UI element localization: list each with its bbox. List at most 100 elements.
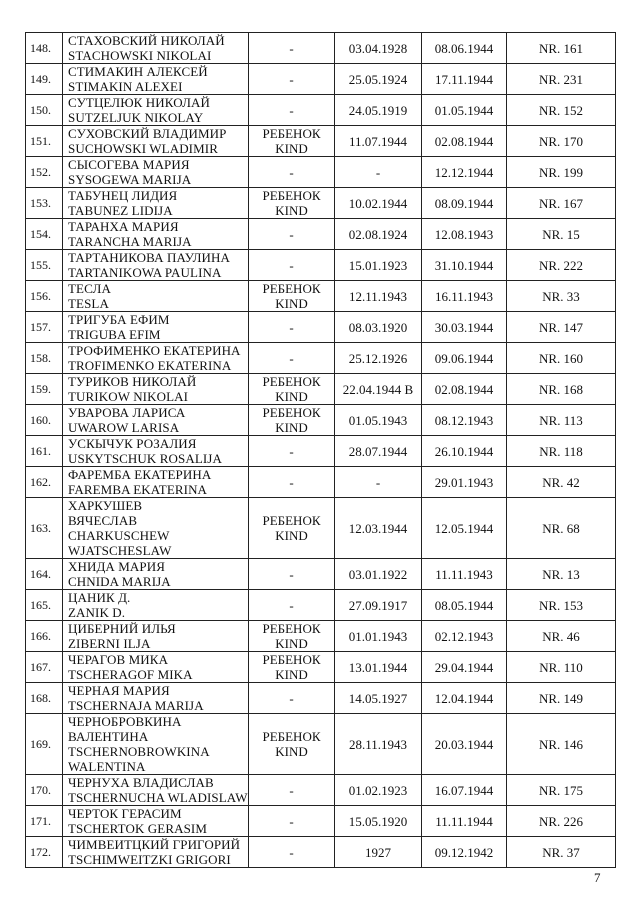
person-name: ТРИГУБА ЕФИМ TRIGUBA EFIM	[62, 311, 249, 343]
grave-number: NR. 46	[506, 620, 616, 652]
birth-date: 01.02.1923	[334, 774, 422, 806]
table-row: 172. ЧИМВЕИТЦКИЙ ГРИГОРИЙ TSCHIMWEITZKI GR…	[25, 836, 616, 868]
table-row: 164. ХНИДА МАРИЯ CHNIDA MARIJA -03.01.1922 1…	[25, 558, 616, 590]
row-number: 164.	[25, 558, 63, 590]
text-line: KIND	[275, 667, 308, 682]
status: РЕБЕНОК KIND	[248, 651, 335, 683]
text-line: ЧЕРТОК ГЕРАСИМ	[68, 806, 182, 822]
text-line: РЕБЕНОК	[262, 281, 321, 297]
text-line: УВАРОВА ЛАРИСА	[68, 405, 186, 421]
text-line: РЕБЕНОК	[262, 513, 321, 528]
text-line: ЧЕРНУХА ВЛАДИСЛАВ	[68, 775, 214, 791]
text-line: РЕБЕНОК	[262, 374, 321, 390]
text-line: ТРОФИМЕНКО ЕКАТЕРИНА	[68, 343, 241, 359]
text-line: ТАРАНХА МАРИЯ	[68, 219, 179, 235]
status: РЕБЕНОК KIND	[248, 280, 335, 312]
grave-number: NR. 68	[506, 497, 616, 559]
birth-date: 25.05.1924	[334, 63, 422, 95]
death-date: 29.04.1944	[421, 651, 507, 683]
status: -	[248, 589, 335, 621]
text-line: KIND	[275, 203, 308, 218]
text-line: СУХОВСКИЙ ВЛАДИМИР	[68, 126, 227, 142]
status: РЕБЕНОК KIND	[248, 713, 335, 775]
person-name: СТИМАКИН АЛЕКСЕЙ STIMAKIN ALEXEI	[62, 63, 249, 95]
row-number: 150.	[25, 94, 63, 126]
birth-date: 27.09.1917	[334, 589, 422, 621]
text-line: ВАЛЕНТИНА	[68, 729, 149, 744]
table-row: 166. ЦИБЕРНИЙ ИЛЬЯ ZIBERNI ILJA РЕБЕНОК KIND…	[25, 620, 616, 652]
grave-number: NR. 42	[506, 466, 616, 498]
text-line: TABUNEZ LIDIJA	[68, 203, 173, 218]
birth-date: 12.11.1943	[334, 280, 422, 312]
status: РЕБЕНОК KIND	[248, 187, 335, 219]
birth-date: 01.05.1943	[334, 404, 422, 436]
person-name: ТЕСЛА TESLA	[62, 280, 249, 312]
table-row: 160. УВАРОВА ЛАРИСА UWAROW LARISA РЕБЕНОК KI…	[25, 404, 616, 436]
status: РЕБЕНОК KIND	[248, 373, 335, 405]
grave-number: NR. 13	[506, 558, 616, 590]
grave-number: NR. 160	[506, 342, 616, 374]
person-name: ЦАНИК Д. ZANIK D.	[62, 589, 249, 621]
text-line: ХНИДА МАРИЯ	[68, 559, 166, 575]
grave-number: NR. 226	[506, 805, 616, 837]
grave-number: NR. 113	[506, 404, 616, 436]
status: -	[248, 94, 335, 126]
text-line: ЧЕРНОБРОВКИНА	[68, 714, 182, 730]
text-line: CHARKUSCHEW	[68, 528, 170, 543]
birth-date: 15.05.1920	[334, 805, 422, 837]
death-date: 20.03.1944	[421, 713, 507, 775]
grave-number: NR. 168	[506, 373, 616, 405]
text-line: ЦАНИК Д.	[68, 590, 131, 606]
death-date: 08.05.1944	[421, 589, 507, 621]
person-name: ЧЕРНАЯ МАРИЯ TSCHERNAJA MARIJA	[62, 682, 249, 714]
person-name: ТРОФИМЕНКО ЕКАТЕРИНА TROFIMENKO EKATERINA	[62, 342, 249, 374]
table-row: 162. ФАРЕМБА ЕКАТЕРИНА FAREMBA EKATERINA - -…	[25, 466, 616, 498]
text-line: TSCHERNAJA MARIJA	[68, 698, 204, 713]
row-number: 161.	[25, 435, 63, 467]
birth-date: 22.04.1944 В	[334, 373, 422, 405]
death-date: 01.05.1944	[421, 94, 507, 126]
death-date: 08.12.1943	[421, 404, 507, 436]
text-line: СТАХОВСКИЙ НИКОЛАЙ	[68, 33, 225, 49]
birth-date: 11.07.1944	[334, 125, 422, 157]
records-table: 148. СТАХОВСКИЙ НИКОЛАЙ STACHOWSKI NIKOLAI…	[25, 32, 616, 868]
person-name: СТАХОВСКИЙ НИКОЛАЙ STACHOWSKI NIKOLAI	[62, 32, 249, 64]
death-date: 09.12.1942	[421, 836, 507, 868]
death-date: 12.12.1944	[421, 156, 507, 188]
death-date: 02.08.1944	[421, 373, 507, 405]
status: -	[248, 466, 335, 498]
status: -	[248, 63, 335, 95]
row-number: 154.	[25, 218, 63, 250]
birth-date: -	[334, 156, 422, 188]
row-number: 158.	[25, 342, 63, 374]
birth-date: 10.02.1944	[334, 187, 422, 219]
text-line: ЧЕРАГОВ МИКА	[68, 652, 169, 668]
person-name: ЦИБЕРНИЙ ИЛЬЯ ZIBERNI ILJA	[62, 620, 249, 652]
text-line: WALENTINA	[68, 759, 146, 774]
grave-number: NR. 110	[506, 651, 616, 683]
table-row: 155. ТАРТАНИКОВА ПАУЛИНА TARTANIKOWA PAULI…	[25, 249, 616, 281]
text-line: KIND	[275, 141, 308, 156]
grave-number: NR. 222	[506, 249, 616, 281]
text-line: TURIKOW NIKOLAI	[68, 389, 189, 404]
table-row: 167. ЧЕРАГОВ МИКА TSCHERAGOF MIKA РЕБЕНОК KI…	[25, 651, 616, 683]
text-line: KIND	[275, 744, 308, 759]
death-date: 08.09.1944	[421, 187, 507, 219]
status: -	[248, 156, 335, 188]
birth-date: -	[334, 466, 422, 498]
row-number: 155.	[25, 249, 63, 281]
text-line: РЕБЕНОК	[262, 405, 321, 421]
row-number: 166.	[25, 620, 63, 652]
grave-number: NR. 15	[506, 218, 616, 250]
text-line: UWAROW LARISA	[68, 420, 180, 435]
birth-date: 03.04.1928	[334, 32, 422, 64]
text-line: CHNIDA MARIJA	[68, 574, 171, 589]
grave-number: NR. 170	[506, 125, 616, 157]
grave-number: NR. 175	[506, 774, 616, 806]
status: -	[248, 435, 335, 467]
text-line: TSCHERNOBROWKINA	[68, 744, 210, 759]
text-line: TARTANIKOWA PAULINA	[68, 265, 222, 280]
person-name: УВАРОВА ЛАРИСА UWAROW LARISA	[62, 404, 249, 436]
birth-date: 15.01.1923	[334, 249, 422, 281]
row-number: 152.	[25, 156, 63, 188]
